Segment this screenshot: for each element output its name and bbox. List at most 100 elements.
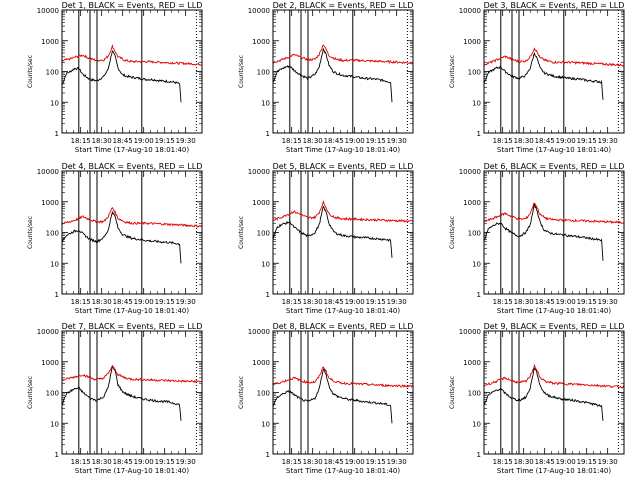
panel-title: Det 6, BLACK = Events, RED = LLD bbox=[484, 162, 625, 171]
x-tick-label: 18:30 bbox=[514, 137, 534, 145]
y-tick-label: 10 bbox=[472, 99, 481, 107]
y-tick-label: 10000 bbox=[459, 328, 481, 336]
x-tick-label: 18:30 bbox=[303, 137, 323, 145]
x-tick-label: 18:30 bbox=[92, 137, 112, 145]
x-tick-label: 19:00 bbox=[556, 137, 576, 145]
y-tick-label: 10 bbox=[261, 99, 270, 107]
events-series-line bbox=[61, 50, 182, 103]
x-tick-label: 19:15 bbox=[577, 298, 597, 306]
y-tick-label: 1000 bbox=[41, 38, 59, 46]
x-tick-label: 18:15 bbox=[71, 298, 91, 306]
x-tick-label: 19:30 bbox=[598, 458, 618, 466]
y-axis-label: Counts/sec bbox=[238, 216, 245, 249]
x-tick-label: 19:30 bbox=[387, 298, 407, 306]
x-tick-label: 19:15 bbox=[155, 458, 175, 466]
x-tick-label: 19:00 bbox=[345, 137, 365, 145]
plot-frame bbox=[272, 330, 414, 455]
panel-det-5: Det 5, BLACK = Events, RED = LLD Counts/s… bbox=[238, 162, 414, 315]
x-axis-label: Start Time (17-Aug-10 18:01:40) bbox=[286, 146, 400, 154]
y-tick-label: 10 bbox=[261, 420, 270, 428]
x-tick-label: 19:30 bbox=[176, 458, 196, 466]
x-axis-label: Start Time (17-Aug-10 18:01:40) bbox=[286, 307, 400, 315]
x-tick-label: 18:45 bbox=[113, 458, 133, 466]
x-tick-label: 18:45 bbox=[113, 137, 133, 145]
y-tick-label: 1000 bbox=[252, 199, 270, 207]
plot-frame bbox=[272, 170, 414, 295]
x-tick-label: 19:00 bbox=[134, 298, 154, 306]
plot-frame bbox=[483, 9, 625, 134]
y-tick-label: 1 bbox=[55, 291, 59, 299]
x-tick-label: 18:15 bbox=[493, 137, 513, 145]
y-tick-label: 1000 bbox=[41, 199, 59, 207]
y-tick-label: 1000 bbox=[252, 38, 270, 46]
panel-det-1: Det 1, BLACK = Events, RED = LLD Counts/s… bbox=[27, 1, 203, 154]
x-axis-label: Start Time (17-Aug-10 18:01:40) bbox=[75, 467, 189, 475]
lld-series-line bbox=[483, 47, 625, 67]
y-tick-label: 100 bbox=[257, 69, 270, 77]
y-axis-label: Counts/sec bbox=[238, 376, 245, 409]
x-tick-label: 18:45 bbox=[535, 298, 555, 306]
lld-series-line bbox=[61, 364, 202, 384]
panel-title: Det 3, BLACK = Events, RED = LLD bbox=[484, 1, 625, 10]
panel-det-7: Det 7, BLACK = Events, RED = LLD Counts/s… bbox=[27, 322, 203, 475]
y-tick-label: 10 bbox=[472, 420, 481, 428]
y-tick-label: 100 bbox=[257, 390, 270, 398]
plot-frame bbox=[61, 9, 203, 134]
x-tick-label: 18:30 bbox=[514, 298, 534, 306]
y-tick-label: 1 bbox=[266, 451, 270, 459]
y-tick-label: 100 bbox=[46, 69, 59, 77]
y-tick-label: 10 bbox=[472, 260, 481, 268]
plot-frame bbox=[272, 9, 414, 134]
x-tick-label: 18:45 bbox=[535, 137, 555, 145]
x-tick-label: 19:30 bbox=[176, 298, 196, 306]
y-tick-label: 10000 bbox=[248, 168, 270, 176]
panel-det-3: Det 3, BLACK = Events, RED = LLD Counts/s… bbox=[449, 1, 625, 154]
y-axis-label: Counts/sec bbox=[27, 376, 34, 409]
y-tick-label: 10000 bbox=[37, 7, 59, 15]
x-tick-label: 19:30 bbox=[598, 298, 618, 306]
y-tick-label: 10000 bbox=[248, 7, 270, 15]
y-tick-label: 1 bbox=[55, 451, 59, 459]
y-tick-label: 10000 bbox=[37, 328, 59, 336]
events-series-line bbox=[272, 205, 393, 258]
x-tick-label: 19:30 bbox=[176, 137, 196, 145]
lld-series-line bbox=[61, 44, 203, 66]
events-series-line bbox=[61, 210, 182, 264]
y-axis-label: Counts/sec bbox=[27, 216, 34, 249]
x-tick-label: 18:15 bbox=[282, 298, 302, 306]
events-series-line bbox=[272, 48, 393, 103]
x-tick-label: 18:15 bbox=[282, 137, 302, 145]
x-tick-label: 19:00 bbox=[134, 137, 154, 145]
panel-title: Det 7, BLACK = Events, RED = LLD bbox=[62, 322, 203, 331]
x-tick-label: 18:30 bbox=[303, 458, 323, 466]
x-tick-label: 18:30 bbox=[92, 298, 112, 306]
y-tick-label: 1000 bbox=[463, 199, 481, 207]
y-axis-label: Counts/sec bbox=[238, 55, 245, 88]
x-tick-label: 19:30 bbox=[387, 137, 407, 145]
x-tick-label: 19:00 bbox=[556, 298, 576, 306]
y-axis-label: Counts/sec bbox=[27, 55, 34, 88]
y-tick-label: 1000 bbox=[463, 359, 481, 367]
x-tick-label: 19:15 bbox=[155, 298, 175, 306]
plot-frame bbox=[61, 170, 203, 295]
y-tick-label: 10000 bbox=[248, 328, 270, 336]
y-axis-label: Counts/sec bbox=[449, 376, 456, 409]
y-axis-label: Counts/sec bbox=[449, 216, 456, 249]
events-series-line bbox=[61, 365, 182, 421]
x-tick-label: 18:30 bbox=[303, 298, 323, 306]
lld-series-line bbox=[61, 206, 203, 228]
y-tick-label: 10 bbox=[50, 260, 59, 268]
panel-det-8: Det 8, BLACK = Events, RED = LLD Counts/s… bbox=[238, 322, 414, 475]
panel-title: Det 8, BLACK = Events, RED = LLD bbox=[273, 322, 414, 331]
events-series-line bbox=[483, 203, 604, 261]
y-tick-label: 10 bbox=[50, 420, 59, 428]
plot-frame bbox=[483, 170, 625, 295]
x-tick-label: 18:45 bbox=[324, 458, 344, 466]
y-tick-label: 100 bbox=[468, 390, 481, 398]
y-tick-label: 100 bbox=[468, 230, 481, 238]
y-tick-label: 10000 bbox=[37, 168, 59, 176]
x-tick-label: 19:15 bbox=[366, 458, 386, 466]
x-tick-label: 18:30 bbox=[92, 458, 112, 466]
x-tick-label: 18:15 bbox=[71, 137, 91, 145]
